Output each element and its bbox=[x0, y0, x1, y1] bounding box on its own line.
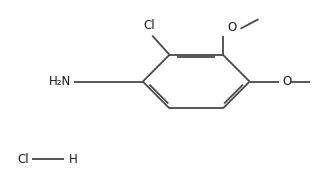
Text: O: O bbox=[282, 75, 291, 88]
Text: Cl: Cl bbox=[17, 152, 29, 166]
Text: H: H bbox=[69, 152, 78, 166]
Text: Cl: Cl bbox=[143, 19, 155, 32]
Text: H₂N: H₂N bbox=[49, 75, 71, 88]
Text: O: O bbox=[227, 21, 236, 34]
